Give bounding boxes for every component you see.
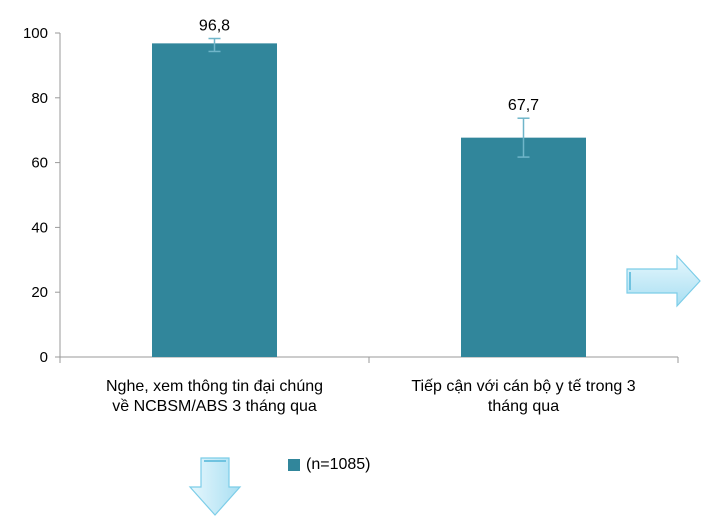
category-labels: Nghe, xem thông tin đại chúng về NCBSM/AB… [106,378,636,415]
legend-label: (n=1085) [306,456,371,473]
data-label: 96,8 [199,18,230,35]
bar [461,137,586,357]
error-bar [517,117,530,158]
category-label: về NCBSM/ABS 3 tháng qua [112,398,317,415]
legend-swatch [288,459,300,471]
bar [152,43,277,357]
y-tick-label: 100 [23,25,48,42]
error-bar [208,37,221,53]
right-arrow-icon [626,254,701,308]
data-labels: 96,8 67,7 [199,18,539,115]
y-tick-label: 80 [31,90,48,107]
category-label: tháng qua [488,398,559,415]
category-label: Nghe, xem thông tin đại chúng [106,378,323,395]
y-tick-label: 60 [31,155,48,172]
y-axis-ticks: 0 20 40 60 80 100 [23,25,60,366]
legend: (n=1085) [288,456,371,474]
y-tick-label: 0 [40,349,48,366]
data-label: 67,7 [508,97,539,114]
down-arrow-icon [188,457,242,516]
y-tick-label: 40 [31,219,48,236]
error-bars [208,37,530,158]
y-tick-label: 20 [31,284,48,301]
bar-series [152,43,586,357]
x-axis-ticks [59,357,679,363]
category-label: Tiếp cận với cán bộ y tế trong 3 [411,378,635,395]
